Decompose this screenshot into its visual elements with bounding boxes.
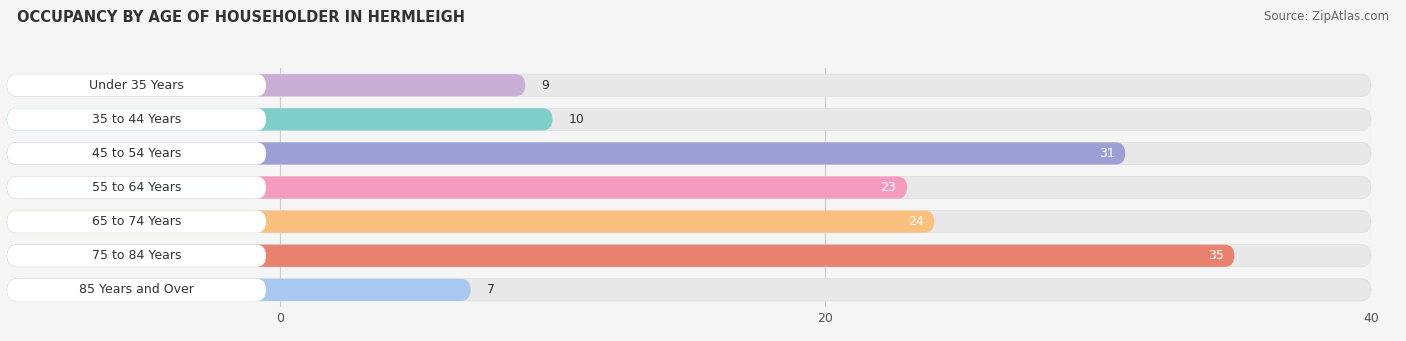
Text: 9: 9 [541,79,550,92]
FancyBboxPatch shape [7,177,1371,198]
FancyBboxPatch shape [7,143,266,165]
Text: 75 to 84 Years: 75 to 84 Years [91,249,181,262]
Text: 55 to 64 Years: 55 to 64 Years [91,181,181,194]
FancyBboxPatch shape [7,245,266,267]
FancyBboxPatch shape [7,279,266,301]
Text: 7: 7 [486,283,495,296]
Text: 10: 10 [569,113,585,126]
FancyBboxPatch shape [7,177,266,198]
Text: 24: 24 [908,215,924,228]
FancyBboxPatch shape [7,210,935,233]
FancyBboxPatch shape [7,143,1371,165]
Text: Under 35 Years: Under 35 Years [89,79,184,92]
FancyBboxPatch shape [7,279,471,301]
Text: OCCUPANCY BY AGE OF HOUSEHOLDER IN HERMLEIGH: OCCUPANCY BY AGE OF HOUSEHOLDER IN HERML… [17,10,465,25]
FancyBboxPatch shape [7,210,266,233]
FancyBboxPatch shape [7,245,1371,267]
Text: 31: 31 [1098,147,1115,160]
Text: Source: ZipAtlas.com: Source: ZipAtlas.com [1264,10,1389,23]
FancyBboxPatch shape [7,74,526,97]
FancyBboxPatch shape [7,143,1125,165]
Text: 85 Years and Over: 85 Years and Over [79,283,194,296]
FancyBboxPatch shape [7,108,553,131]
Text: 35: 35 [1208,249,1223,262]
FancyBboxPatch shape [7,245,1234,267]
FancyBboxPatch shape [7,177,907,198]
Text: 65 to 74 Years: 65 to 74 Years [91,215,181,228]
FancyBboxPatch shape [7,108,266,131]
Text: 23: 23 [880,181,896,194]
FancyBboxPatch shape [7,108,1371,131]
Text: 45 to 54 Years: 45 to 54 Years [91,147,181,160]
FancyBboxPatch shape [7,74,266,97]
FancyBboxPatch shape [7,74,1371,97]
FancyBboxPatch shape [7,279,1371,301]
FancyBboxPatch shape [7,210,1371,233]
Text: 35 to 44 Years: 35 to 44 Years [91,113,181,126]
